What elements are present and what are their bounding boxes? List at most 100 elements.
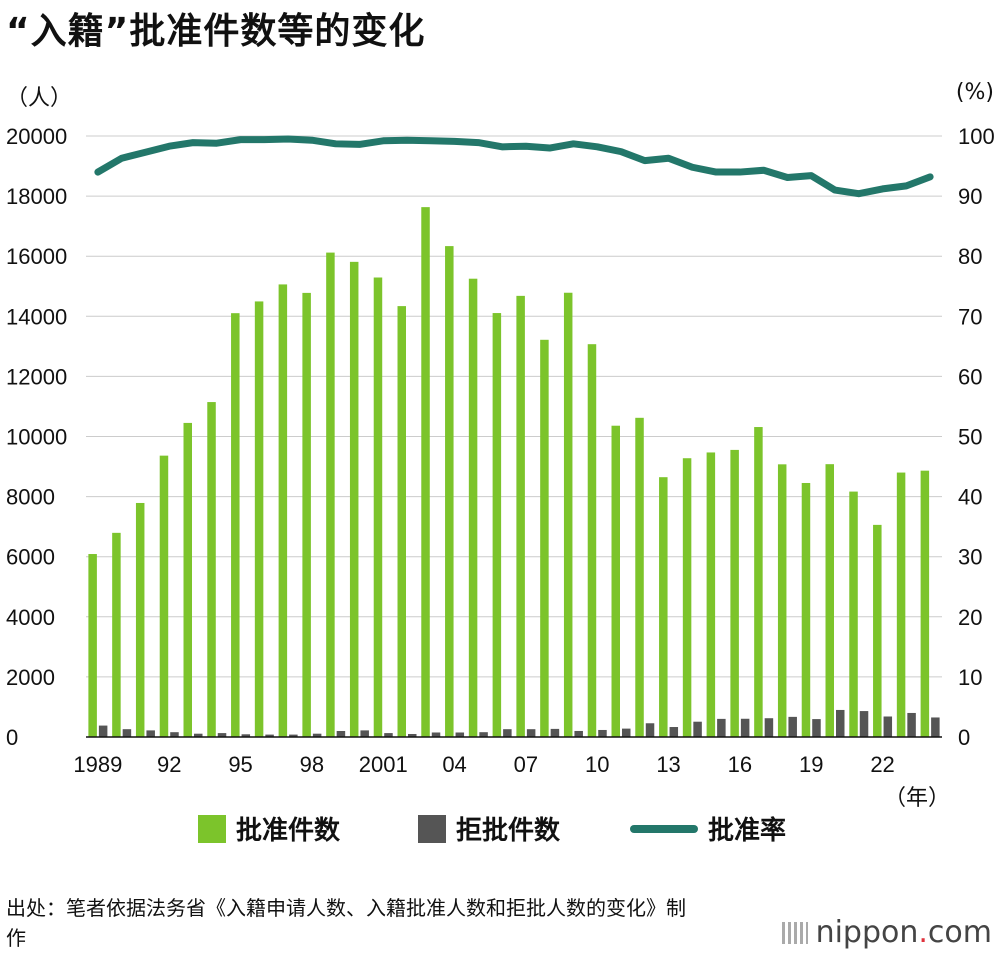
chart-canvas: 0 2000 4000 6000 8000 10000 12000 14000 16000 180… xyxy=(6,124,995,777)
x-axis-tick-label: 10 xyxy=(585,752,609,777)
chart-title: “入籍”批准件数等的变化 xyxy=(6,11,426,52)
bar-approved xyxy=(659,477,668,737)
rate-line xyxy=(94,135,934,198)
left-axis-tick-label: 20000 xyxy=(6,124,67,149)
bar-approved xyxy=(421,207,430,737)
left-axis-tick-label: 12000 xyxy=(6,364,67,389)
right-axis-tick-label: 70 xyxy=(958,304,982,329)
legend-label-approved: 批准件数 xyxy=(236,816,341,846)
x-axis-tick-label: 07 xyxy=(514,752,538,777)
left-axis-unit: （人） xyxy=(6,86,73,111)
bar-rejected xyxy=(336,730,346,737)
right-axis-tick-label: 60 xyxy=(958,364,982,389)
bar-rejected xyxy=(693,721,702,737)
bar-rejected xyxy=(859,711,869,737)
left-axis-tick-label: 2000 xyxy=(6,665,55,690)
bar-approved xyxy=(873,524,882,737)
bar-approved xyxy=(540,339,549,737)
logo-dot: . xyxy=(918,915,928,950)
bar-rejected xyxy=(289,734,298,737)
right-axis-tick-label: 30 xyxy=(958,545,982,570)
x-axis-tick-label: 13 xyxy=(656,752,680,777)
bar-approved xyxy=(920,470,930,737)
bar-rejected xyxy=(98,725,108,737)
bar-approved xyxy=(468,278,478,737)
bar-approved xyxy=(397,306,406,737)
bar-rejected xyxy=(550,728,560,737)
bar-rejected xyxy=(645,723,655,737)
bar-approved xyxy=(254,301,264,737)
x-axis-tick-label: 16 xyxy=(728,752,752,777)
bar-approved xyxy=(754,427,763,737)
bar-approved xyxy=(88,554,97,737)
legend: 批准件数 拒批件数 批准率 xyxy=(0,810,1000,860)
left-axis-tick-label: 4000 xyxy=(6,605,55,630)
bar-rejected xyxy=(455,732,465,737)
bar-approved xyxy=(231,313,240,737)
nippon-logo: nippon. com xyxy=(781,915,992,950)
logo-mark-icon xyxy=(781,921,808,944)
bar-approved xyxy=(611,425,620,737)
bar-rejected xyxy=(312,733,322,737)
bar-approved xyxy=(563,292,573,737)
bar-approved xyxy=(183,422,192,737)
right-axis-tick-label: 90 xyxy=(958,184,982,209)
right-axis-tick-label: 80 xyxy=(958,244,982,269)
bar-rejected xyxy=(408,733,417,737)
right-axis-tick-label: 10 xyxy=(958,665,982,690)
x-axis-tick-label: 19 xyxy=(799,752,823,777)
bar-approved xyxy=(159,455,169,737)
bar-rejected xyxy=(931,717,940,737)
bar-rejected xyxy=(622,728,631,737)
left-axis-tick-label: 16000 xyxy=(6,244,67,269)
x-axis-tick-label: 1989 xyxy=(73,752,122,777)
bar-rejected xyxy=(669,727,679,737)
bar-approved xyxy=(278,284,288,737)
bar-approved xyxy=(777,464,787,737)
bar-approved xyxy=(706,452,716,737)
right-axis-tick-label: 20 xyxy=(958,605,982,630)
bar-rejected xyxy=(360,730,369,737)
logo-text: nippon xyxy=(815,915,919,950)
bar-approved xyxy=(326,252,335,737)
bar-rejected xyxy=(503,729,512,737)
left-axis-tick-label: 14000 xyxy=(6,304,67,329)
bar-approved xyxy=(492,313,502,737)
legend-item-rejected: 拒批件数 xyxy=(418,810,560,847)
bar-rejected xyxy=(836,709,845,737)
bar-approved xyxy=(516,295,525,737)
bar-rejected xyxy=(598,729,607,737)
bar-rejected xyxy=(170,732,179,737)
bar-rejected xyxy=(241,734,251,737)
bar-approved xyxy=(207,402,216,737)
x-axis-tick-label: 98 xyxy=(300,752,324,777)
right-axis-tick-label: 100 xyxy=(958,124,995,149)
bar-approved xyxy=(135,502,145,737)
logo-suffix: com xyxy=(927,915,992,950)
legend-item-rate: 批准率 xyxy=(630,810,786,847)
left-axis-tick-label: 6000 xyxy=(6,545,55,570)
legend-label-rejected: 拒批件数 xyxy=(456,816,561,846)
bar-rejected xyxy=(194,733,203,737)
legend-item-approved: 批准件数 xyxy=(198,810,340,847)
bar-approved xyxy=(587,344,597,737)
bar-rejected xyxy=(122,729,132,737)
bar-rejected xyxy=(907,712,916,737)
bar-approved xyxy=(635,417,644,737)
right-axis-unit: (%) xyxy=(955,80,994,105)
x-axis-tick-label: 2001 xyxy=(359,752,408,777)
bar-rejected xyxy=(764,718,774,737)
bar-approved xyxy=(112,532,121,737)
bar-approved xyxy=(825,464,834,737)
bar-rejected xyxy=(431,732,441,737)
left-axis-tick-label: 8000 xyxy=(6,485,55,510)
bar-rejected xyxy=(883,716,893,737)
x-axis-tick-label: 95 xyxy=(228,752,252,777)
x-axis-tick-label: 22 xyxy=(870,752,894,777)
x-axis-tick-label: 92 xyxy=(157,752,181,777)
bar-approved xyxy=(849,491,858,737)
legend-label-rate: 批准率 xyxy=(708,816,787,846)
legend-swatch-rate xyxy=(630,824,698,833)
source-note: 出处：笔者依据法务省《入籍申请人数、入籍批准人数和拒批人数的变化》制作 xyxy=(6,896,686,950)
bar-approved xyxy=(896,472,906,737)
